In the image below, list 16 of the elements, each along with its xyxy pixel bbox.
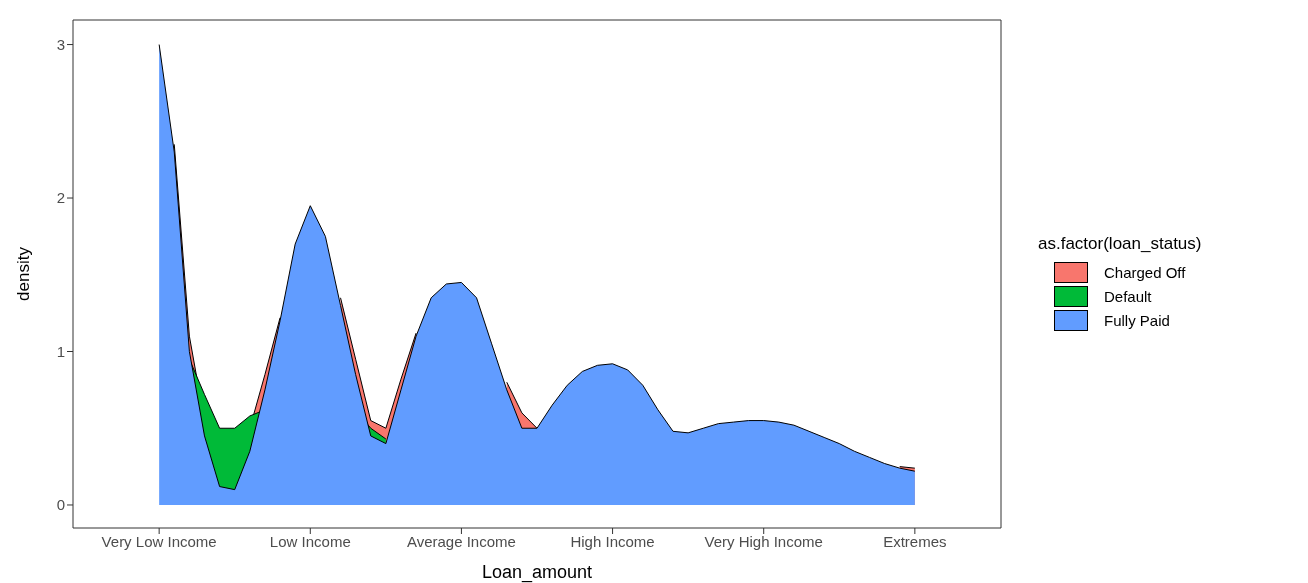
legend-label: Default — [1104, 287, 1152, 305]
y-tick-label: 3 — [56, 35, 65, 53]
legend-label: Fully Paid — [1104, 311, 1170, 329]
x-tick-label: Extremes — [883, 532, 947, 550]
y-axis-title: density — [14, 246, 34, 301]
x-tick-label: Average Income — [406, 532, 516, 550]
y-tick-label: 1 — [56, 342, 65, 360]
legend-title: as.factor(loan_status) — [1038, 234, 1202, 254]
x-tick-label: High Income — [570, 532, 655, 550]
legend-label: Charged Off — [1104, 263, 1186, 281]
y-tick-label: 2 — [56, 189, 65, 207]
x-axis-title: Loan_amount — [481, 562, 593, 583]
y-tick-label: 0 — [56, 496, 65, 514]
x-tick-label: Low Income — [269, 532, 351, 550]
x-tick-label: Very High Income — [704, 532, 823, 550]
x-tick-label: Very Low Income — [101, 532, 217, 550]
